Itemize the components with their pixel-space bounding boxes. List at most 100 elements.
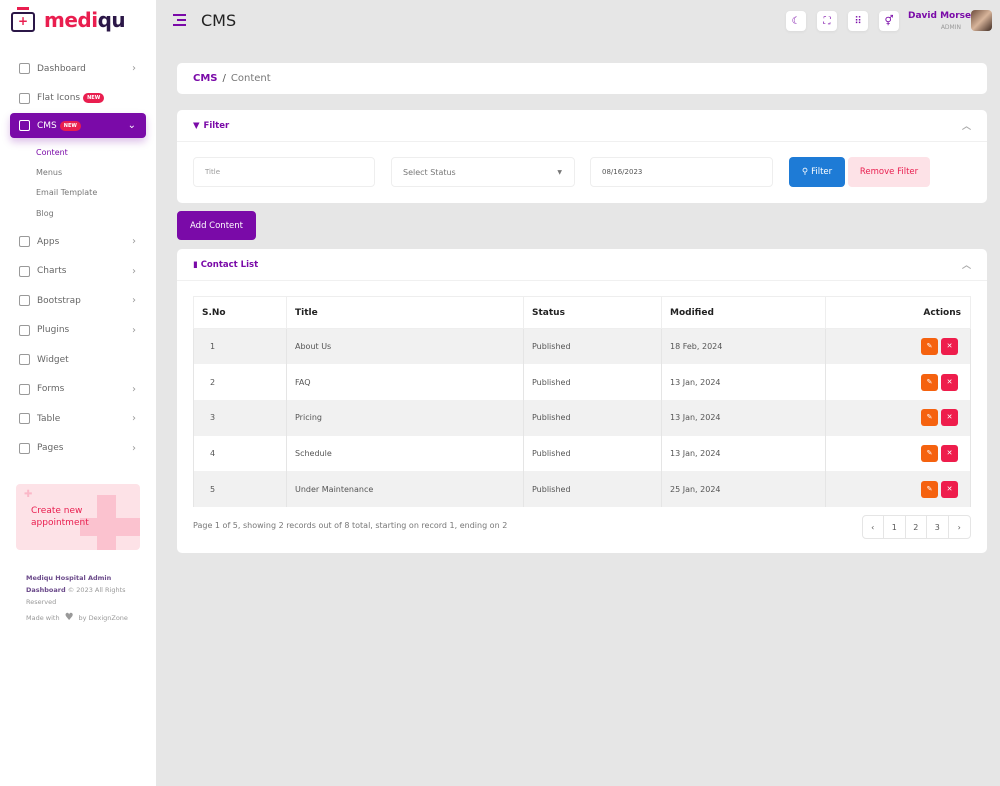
theme-palette-icon[interactable]: ⚥ (879, 11, 899, 31)
table-cell: 2 (193, 364, 287, 400)
page-button[interactable]: 3 (927, 516, 949, 538)
delete-icon[interactable]: ✕ (941, 444, 958, 462)
sidebar-subitem-content[interactable]: Content (36, 147, 68, 157)
sidebar-item-plugins[interactable]: Plugins › (10, 316, 146, 346)
globe-icon (19, 295, 30, 307)
logo[interactable]: + mediqu (11, 7, 126, 32)
chevron-right-icon: › (132, 383, 136, 395)
delete-icon[interactable]: ✕ (941, 338, 958, 356)
document-icon: ▮ (193, 259, 198, 270)
table-cell: 13 Jan, 2024 (661, 399, 826, 436)
create-appointment-card[interactable]: ✚ Create new appointment (16, 484, 140, 550)
sidebar-item-apps[interactable]: Apps › (10, 227, 146, 257)
caret-down-icon: ▼ (557, 168, 562, 176)
edit-icon[interactable]: ✎ (921, 409, 938, 427)
date-input[interactable]: 08/16/2023 (590, 157, 773, 187)
table-cell: Published (523, 399, 662, 436)
dashboard-icon (19, 63, 30, 75)
title-input[interactable]: Title (193, 157, 375, 187)
chevron-right-icon: › (132, 63, 136, 75)
chevron-right-icon: › (132, 265, 136, 277)
user-role: ADMIN (940, 24, 961, 31)
sidebar-subitem-menus[interactable]: Menus (36, 167, 63, 177)
sidebar-item-dashboard[interactable]: Dashboard › (10, 54, 146, 84)
avatar[interactable] (971, 10, 992, 31)
layers-icon (19, 442, 30, 454)
sidebar-item-widget[interactable]: Widget (10, 345, 146, 375)
page-button[interactable]: 1 (884, 516, 906, 538)
monitor-icon (19, 236, 30, 248)
sidebar-item-cms[interactable]: CMS NEW ⌄ (10, 113, 146, 138)
remove-filter-button[interactable]: Remove Filter (848, 157, 930, 187)
contact-list-card: ▮ Contact List ︿ S.No Title Status Modified Ac… (177, 249, 987, 553)
delete-icon[interactable]: ✕ (941, 480, 958, 498)
sidebar-subitem-blog[interactable]: Blog (36, 208, 54, 218)
heart-icon (19, 324, 30, 336)
database-icon (19, 120, 30, 131)
next-page-button[interactable]: › (957, 522, 961, 532)
table-cell: Schedule (286, 435, 524, 472)
table-cell: Published (523, 364, 662, 400)
table-cell: Published (523, 471, 662, 507)
chevron-down-icon: ⌄ (127, 120, 136, 131)
table-cell: 25 Jan, 2024 (661, 471, 826, 507)
dark-mode-moon-icon[interactable]: ☾ (786, 11, 806, 31)
table-cell: Published (523, 435, 662, 472)
sidebar: + mediqu Dashboard › Flat Icons NEW CMS NEW ⌄ C… (0, 0, 156, 786)
sidebar-footer: Mediqu Hospital Admin Dashboard © 2023 A… (26, 574, 126, 606)
aperture-icon (19, 354, 30, 366)
apps-grid-icon[interactable]: ⠿ (848, 11, 868, 31)
add-content-button[interactable]: Add Content (177, 211, 256, 240)
sidebar-item-bootstrap[interactable]: Bootstrap › (10, 286, 146, 316)
sidebar-nav: Dashboard › Flat Icons NEW CMS NEW ⌄ Content Men… (10, 54, 146, 463)
sidebar-item-pages[interactable]: Pages › (10, 434, 146, 464)
top-bar: CMS ☾ ⛶ ⠿ ⚥ David Morse ADMIN (156, 0, 1000, 44)
status-select[interactable]: Select Status ▼ (391, 157, 575, 187)
table-row: 1 About Us Published 18 Feb, 2024 ✎ ✕ (193, 328, 971, 365)
sidebar-subitem-email-template[interactable]: Email Template (36, 188, 98, 198)
table-cell: 3 (193, 399, 287, 436)
sparkle-plus-icon: ✚ (24, 489, 33, 500)
sidebar-item-charts[interactable]: Charts › (10, 257, 146, 287)
chevron-right-icon: › (132, 295, 136, 307)
filter-button[interactable]: ⚲ Filter (789, 157, 845, 187)
chevron-right-icon: › (132, 413, 136, 425)
file-icon (19, 92, 30, 104)
edit-icon[interactable]: ✎ (921, 373, 938, 391)
column-header: Actions (825, 296, 971, 329)
edit-icon[interactable]: ✎ (921, 338, 938, 356)
collapse-chevron-icon[interactable]: ︿ (961, 122, 971, 132)
medical-kit-icon: + (11, 7, 35, 32)
user-name[interactable]: David Morse (908, 11, 972, 21)
sidebar-item-flat-icons[interactable]: Flat Icons NEW (10, 84, 146, 114)
table-cell: 13 Jan, 2024 (661, 435, 826, 472)
menu-toggle-icon[interactable] (173, 14, 186, 29)
prev-page-button[interactable]: ‹ (863, 516, 884, 538)
sidebar-item-table[interactable]: Table › (10, 404, 146, 434)
page-button[interactable]: 2 (906, 516, 927, 538)
fullscreen-icon[interactable]: ⛶ (817, 11, 837, 31)
chevron-right-icon: › (132, 236, 136, 248)
brand-name: medi (44, 8, 98, 32)
new-badge: NEW (83, 93, 105, 104)
table-cell: 4 (193, 435, 287, 472)
column-header: Modified (661, 296, 826, 329)
table-row: 5 Under Maintenance Published 25 Jan, 2024 ✎… (193, 471, 971, 507)
collapse-chevron-icon[interactable]: ︿ (961, 261, 971, 271)
page-title: CMS (201, 11, 237, 30)
column-header: Title (286, 296, 524, 329)
appointment-label: Create new appointment (31, 506, 89, 528)
delete-icon[interactable]: ✕ (941, 409, 958, 427)
delete-icon[interactable]: ✕ (941, 373, 958, 391)
table-row: 3 Pricing Published 13 Jan, 2024 ✎ ✕ (193, 399, 971, 436)
sidebar-item-forms[interactable]: Forms › (10, 375, 146, 405)
table-cell: Under Maintenance (286, 471, 524, 507)
edit-icon[interactable]: ✎ (921, 444, 938, 462)
search-icon: ⚲ (801, 167, 809, 177)
sliders-icon (19, 265, 30, 277)
chevron-right-icon: › (132, 442, 136, 454)
table-cell: 5 (193, 471, 287, 507)
edit-icon[interactable]: ✎ (921, 480, 938, 498)
filter-title: Filter (203, 120, 230, 131)
breadcrumb-cms[interactable]: CMS (193, 73, 218, 84)
